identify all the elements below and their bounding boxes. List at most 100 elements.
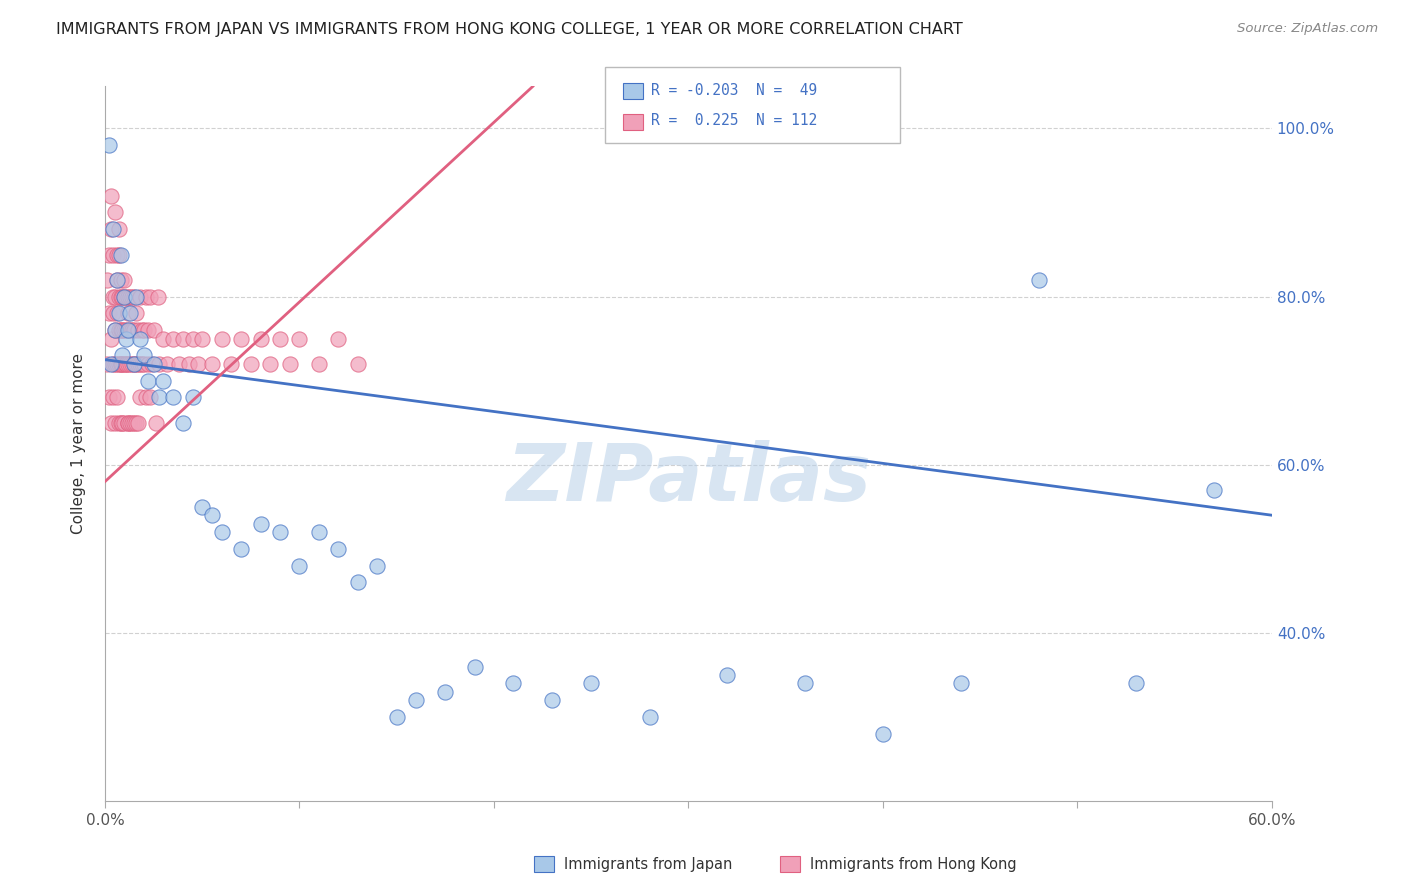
Point	[101, 289, 124, 303]
Point	[249, 332, 271, 346]
Point	[136, 323, 159, 337]
Point	[177, 357, 200, 371]
Point	[104, 416, 127, 430]
Point	[231, 332, 253, 346]
Point	[115, 289, 138, 303]
Point	[117, 289, 139, 303]
Point	[211, 524, 233, 539]
Point	[187, 357, 209, 371]
Point	[201, 508, 224, 523]
Point	[120, 306, 142, 320]
Text: R =  0.225  N = 112: R = 0.225 N = 112	[651, 113, 817, 128]
Point	[172, 332, 194, 346]
Point	[141, 357, 163, 371]
Point	[136, 357, 159, 371]
Point	[949, 676, 972, 690]
Point	[125, 306, 148, 320]
Point	[269, 332, 291, 346]
Y-axis label: College, 1 year or more: College, 1 year or more	[72, 353, 86, 534]
Point	[104, 323, 127, 337]
Point	[101, 306, 124, 320]
Point	[125, 289, 148, 303]
Point	[142, 323, 165, 337]
Point	[100, 222, 122, 236]
Point	[181, 332, 204, 346]
Point	[111, 289, 134, 303]
Point	[1028, 273, 1050, 287]
Point	[156, 357, 179, 371]
Point	[122, 416, 145, 430]
Point	[120, 289, 142, 303]
Point	[131, 323, 153, 337]
Point	[328, 332, 350, 346]
Point	[105, 273, 128, 287]
Point	[231, 541, 253, 556]
Point	[114, 289, 136, 303]
Point	[211, 332, 233, 346]
Point	[120, 323, 142, 337]
Point	[502, 676, 524, 690]
Point	[120, 357, 142, 371]
Point	[259, 357, 281, 371]
Point	[107, 222, 129, 236]
Point	[191, 500, 214, 514]
Point	[125, 416, 148, 430]
Point	[105, 306, 128, 320]
Point	[1125, 676, 1147, 690]
Point	[148, 357, 170, 371]
Text: Immigrants from Hong Kong: Immigrants from Hong Kong	[810, 857, 1017, 871]
Point	[138, 391, 160, 405]
Point	[104, 289, 127, 303]
Point	[107, 323, 129, 337]
Point	[146, 289, 169, 303]
Point	[162, 391, 184, 405]
Point	[97, 138, 120, 153]
Point	[110, 247, 132, 261]
Point	[110, 416, 132, 430]
Point	[97, 391, 120, 405]
Point	[152, 332, 174, 346]
Point	[110, 357, 132, 371]
Point	[579, 676, 602, 690]
Point	[105, 357, 128, 371]
Point	[152, 374, 174, 388]
Point	[101, 357, 124, 371]
Point	[129, 357, 152, 371]
Point	[100, 332, 122, 346]
Point	[434, 685, 457, 699]
Point	[100, 416, 122, 430]
Point	[117, 416, 139, 430]
Point	[122, 289, 145, 303]
Point	[115, 357, 138, 371]
Point	[121, 357, 143, 371]
Point	[121, 289, 143, 303]
Point	[101, 247, 124, 261]
Point	[132, 348, 155, 362]
Point	[142, 357, 165, 371]
Point	[127, 357, 149, 371]
Point	[132, 323, 155, 337]
Point	[278, 357, 301, 371]
Point	[114, 323, 136, 337]
Point	[110, 357, 132, 371]
Text: IMMIGRANTS FROM JAPAN VS IMMIGRANTS FROM HONG KONG COLLEGE, 1 YEAR OR MORE CORRE: IMMIGRANTS FROM JAPAN VS IMMIGRANTS FROM…	[56, 22, 963, 37]
Point	[111, 323, 134, 337]
Point	[131, 357, 153, 371]
Point	[104, 323, 127, 337]
Point	[127, 416, 149, 430]
Point	[145, 416, 167, 430]
Point	[135, 391, 157, 405]
Point	[120, 416, 142, 430]
Point	[110, 273, 132, 287]
Point	[249, 516, 271, 531]
Point	[138, 289, 160, 303]
Point	[308, 357, 330, 371]
Text: Immigrants from Japan: Immigrants from Japan	[564, 857, 733, 871]
Point	[117, 323, 139, 337]
Point	[127, 323, 149, 337]
Point	[269, 524, 291, 539]
Point	[385, 710, 408, 724]
Point	[121, 416, 143, 430]
Point	[114, 273, 136, 287]
Text: Source: ZipAtlas.com: Source: ZipAtlas.com	[1237, 22, 1378, 36]
